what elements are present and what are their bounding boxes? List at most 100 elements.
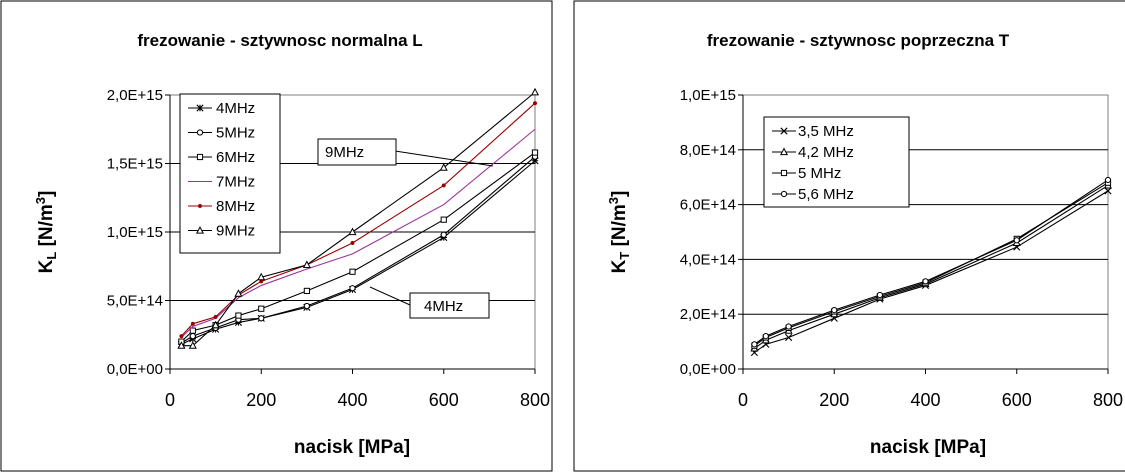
legend-marker bbox=[779, 147, 789, 156]
data-point bbox=[922, 278, 929, 285]
annotation-9mhz: 9MHz bbox=[325, 144, 364, 161]
legend-entry-5mhz: 5MHz bbox=[188, 125, 255, 142]
data-point bbox=[349, 285, 356, 292]
legend-label: 7MHz bbox=[216, 174, 255, 191]
y-tick-label: 6,0E+14 bbox=[680, 197, 736, 214]
legend-label: 5,6 MHz bbox=[798, 186, 854, 203]
annotation-box-4mhz bbox=[409, 292, 490, 319]
data-point bbox=[211, 320, 220, 329]
chart-frame bbox=[573, 0, 1125, 472]
data-point bbox=[349, 268, 356, 275]
y-tick-label: 8,0E+14 bbox=[680, 142, 736, 159]
data-point bbox=[179, 334, 184, 339]
data-point bbox=[234, 289, 243, 297]
x-tick-label: 800 bbox=[1093, 390, 1123, 410]
data-point bbox=[441, 183, 446, 188]
legend-entry-4mhz: 4MHz bbox=[188, 100, 255, 117]
legend-label: 4MHz bbox=[216, 100, 255, 117]
x-tick-label: 0 bbox=[165, 390, 175, 410]
data-point bbox=[190, 321, 195, 326]
legend-entry-9mhz: 9MHz bbox=[188, 223, 255, 240]
series-line bbox=[754, 184, 1109, 349]
y-tick-label: 5,0E+14 bbox=[107, 293, 163, 310]
x-tick-label: 600 bbox=[429, 390, 459, 410]
x-tick-label: 200 bbox=[819, 390, 849, 410]
annotation-leader-9mhz bbox=[394, 150, 494, 167]
legend-entry-6mhz: 6MHz bbox=[188, 149, 255, 166]
y-axis-label: KL [N/m3] bbox=[33, 191, 59, 274]
data-point bbox=[785, 323, 792, 330]
data-point bbox=[831, 306, 838, 314]
y-tick-label: 0,0E+00 bbox=[107, 361, 163, 378]
chart-normal-stiffness: frezowanie - sztywnosc normalna L 0,0E+0… bbox=[0, 0, 553, 472]
data-point bbox=[302, 260, 311, 268]
legend-entry-3-5-mhz: 3,5 MHz bbox=[772, 123, 854, 140]
x-tick-label: 400 bbox=[337, 390, 367, 410]
data-point bbox=[1104, 187, 1112, 195]
annotation-4mhz: 4MHz bbox=[424, 298, 463, 315]
legend-entry-7mhz: 7MHz bbox=[188, 174, 255, 191]
data-point bbox=[1104, 176, 1112, 184]
y-tick-label: 4,0E+14 bbox=[680, 251, 736, 268]
data-point bbox=[177, 341, 186, 349]
legend-box bbox=[179, 93, 281, 254]
data-point bbox=[785, 333, 793, 342]
chart-transverse-stiffness: frezowanie - sztywnosc poprzeczna T 0,0E… bbox=[573, 0, 1125, 472]
series-9mhz bbox=[177, 87, 540, 349]
legend-marker bbox=[197, 203, 203, 209]
series-line bbox=[181, 128, 536, 338]
legend-entry-5-6-mhz: 5,6 MHz bbox=[772, 186, 854, 203]
legend-entry-5-mhz: 5 MHz bbox=[772, 165, 841, 182]
x-tick-label: 800 bbox=[520, 390, 550, 410]
legend-marker bbox=[196, 129, 204, 136]
legend-marker bbox=[780, 190, 788, 198]
legend-label: 5 MHz bbox=[798, 165, 841, 182]
legend-label: 6MHz bbox=[216, 149, 255, 166]
legend-marker bbox=[780, 169, 788, 177]
data-point bbox=[189, 333, 196, 340]
x-tick-label: 600 bbox=[1002, 390, 1032, 410]
y-tick-label: 1,0E+15 bbox=[107, 224, 163, 241]
data-point bbox=[213, 314, 218, 319]
data-point bbox=[303, 287, 310, 295]
chart-title: frezowanie - sztywnosc poprzeczna T bbox=[707, 31, 1010, 50]
data-point bbox=[348, 227, 357, 236]
legend-label: 4,2 MHz bbox=[798, 144, 854, 161]
legend-marker bbox=[195, 226, 205, 234]
series-7mhz bbox=[181, 128, 536, 338]
legend-label: 8MHz bbox=[216, 198, 255, 215]
data-point bbox=[440, 216, 447, 223]
data-point bbox=[439, 163, 448, 171]
annotation-box-9mhz bbox=[317, 138, 397, 166]
legend-entry-8mhz: 8MHz bbox=[188, 198, 255, 215]
data-point bbox=[532, 101, 538, 106]
data-point bbox=[350, 240, 355, 246]
data-point bbox=[531, 157, 539, 165]
x-tick-label: 0 bbox=[738, 390, 748, 410]
data-point bbox=[188, 341, 197, 349]
annotation-leader-4mhz bbox=[369, 286, 411, 306]
y-tick-label: 0,0E+00 bbox=[680, 361, 736, 378]
y-tick-label: 2,0E+15 bbox=[107, 87, 163, 104]
series-6mhz bbox=[178, 149, 539, 345]
x-axis-label: nacisk [MPa] bbox=[294, 437, 410, 458]
series-line bbox=[754, 182, 1109, 347]
data-point bbox=[258, 305, 265, 312]
legend-label: 5MHz bbox=[216, 125, 255, 142]
data-point bbox=[235, 312, 242, 319]
data-point bbox=[257, 272, 266, 281]
data-point bbox=[258, 315, 265, 322]
data-point bbox=[762, 333, 769, 340]
series-5-6-mhz bbox=[751, 176, 1112, 348]
data-point bbox=[189, 327, 196, 334]
y-tick-label: 2,0E+14 bbox=[680, 306, 736, 323]
legend-marker bbox=[196, 153, 204, 161]
legend-marker bbox=[780, 127, 788, 135]
data-point bbox=[1013, 237, 1020, 244]
legend-entry-4-2-mhz: 4,2 MHz bbox=[772, 144, 854, 161]
x-tick-label: 200 bbox=[246, 390, 276, 410]
data-point bbox=[530, 87, 540, 96]
legend-label: 3,5 MHz bbox=[798, 123, 854, 140]
series-line bbox=[754, 179, 1109, 345]
